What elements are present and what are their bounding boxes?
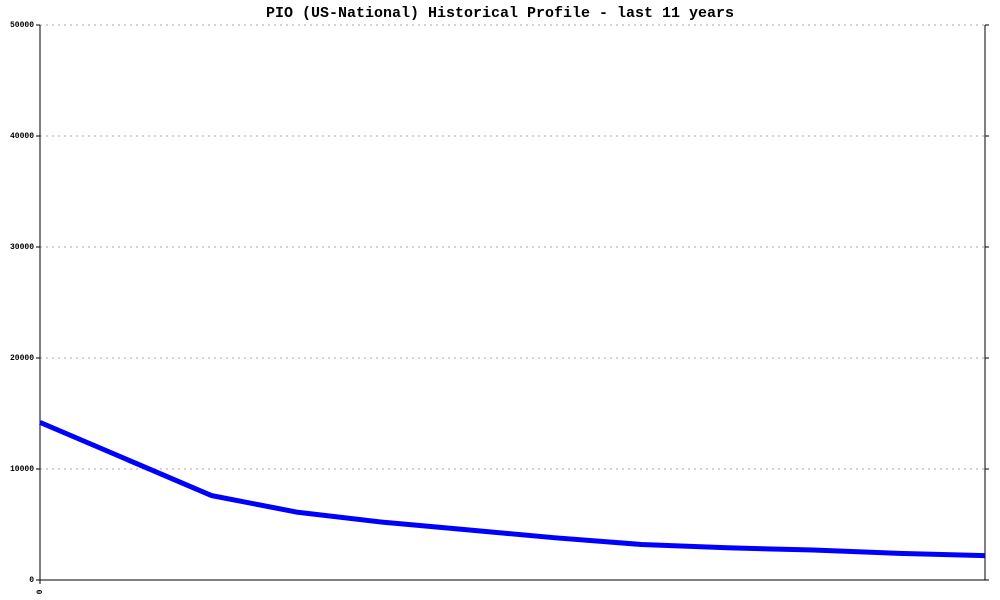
y-tick-label: 20000: [10, 354, 34, 363]
y-tick-label: 50000: [10, 21, 34, 30]
x-tick-label: 0: [36, 589, 45, 594]
y-tick-label: 0: [29, 576, 34, 585]
y-tick-label: 40000: [10, 132, 34, 141]
chart-title: PIO (US-National) Historical Profile - l…: [266, 5, 734, 22]
plot-area: 0 10000 20000 30000 40000 50000 0: [10, 21, 989, 594]
y-tick-label: 30000: [10, 243, 34, 252]
y-tick-label: 10000: [10, 465, 34, 474]
data-line: [39, 420, 986, 559]
